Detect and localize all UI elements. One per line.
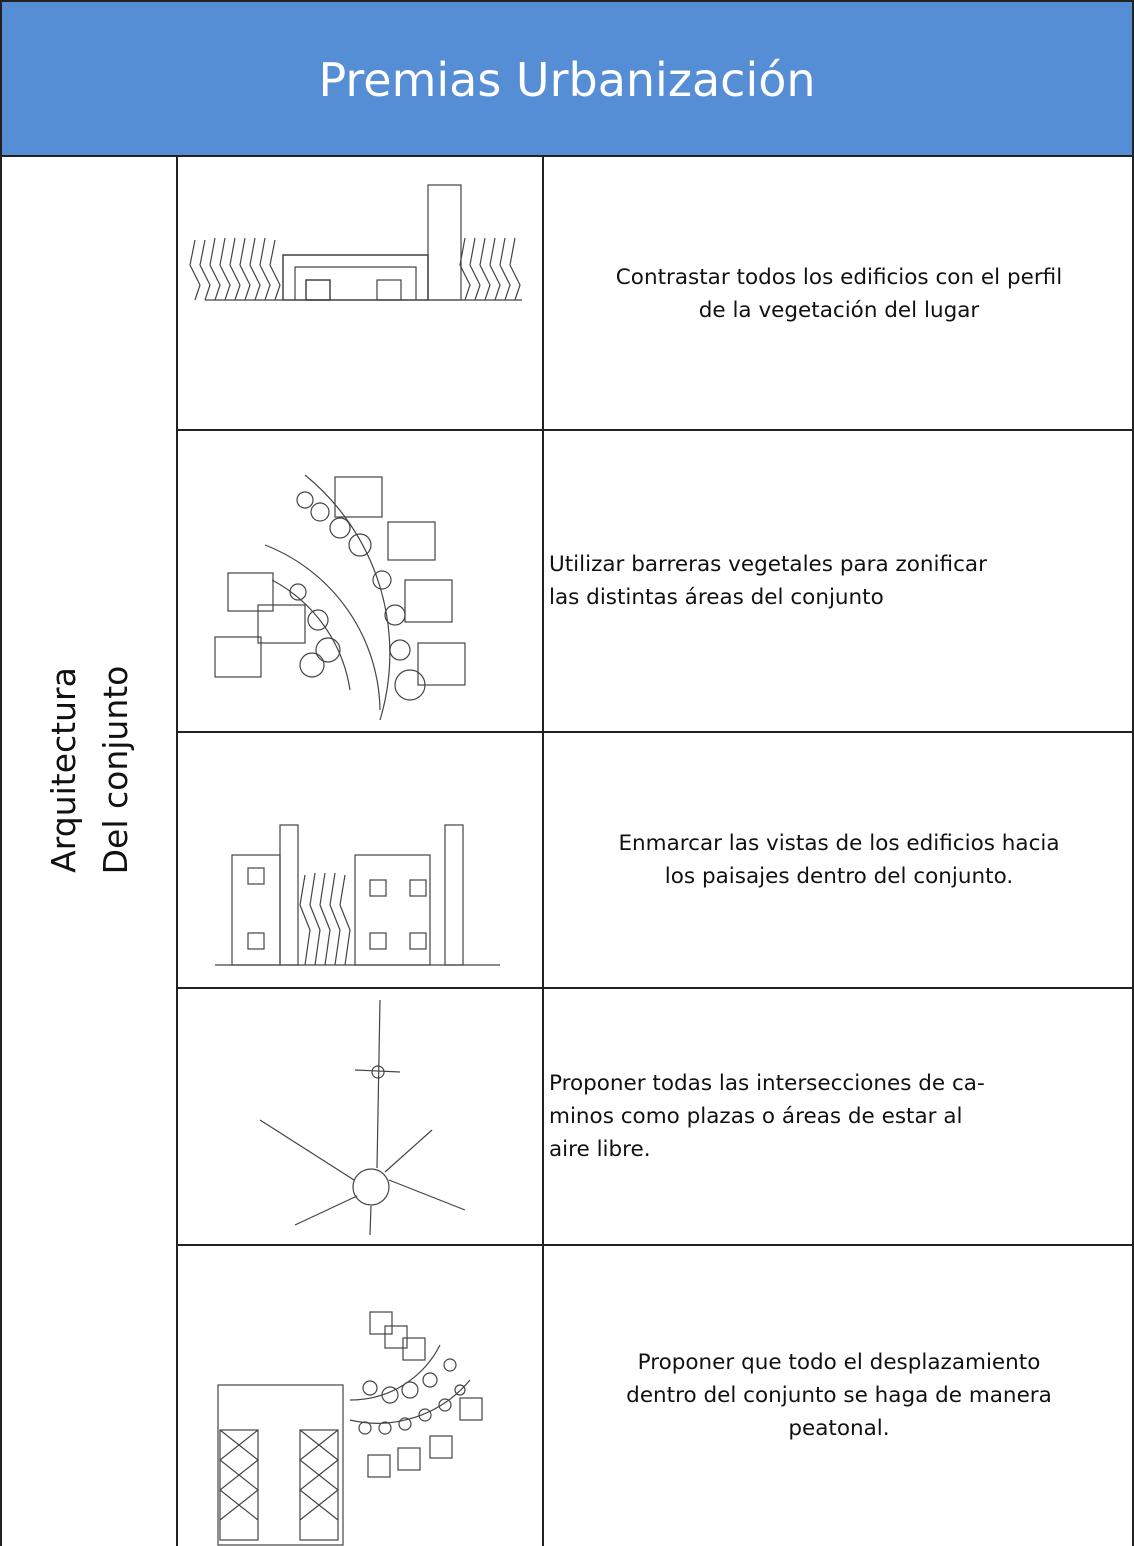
sketch-plan-barriers — [214, 474, 466, 721]
row-text: Utilizar barreras vegetales para zonific… — [549, 430, 1129, 732]
text-line: Proponer todas las intersecciones de ca- — [549, 1071, 985, 1096]
text-line: de la vegetación del lugar — [698, 297, 980, 323]
text-line: los paisajes dentro del conjunto. — [664, 864, 1014, 889]
sketch-elevation — [189, 184, 522, 301]
text-line: Utilizar barreras vegetales para zonific… — [549, 552, 987, 577]
text-line: peatonal. — [788, 1416, 890, 1441]
sketch-pedestrian — [217, 1311, 483, 1546]
side-label-line: Arquitectura — [44, 667, 83, 873]
text-line: dentro del conjunto se haga de manera — [626, 1383, 1052, 1408]
sketch-intersection — [259, 999, 466, 1236]
row-text: Contrastar todos los edificios con el pe… — [549, 157, 1129, 430]
sketch-framing — [215, 824, 500, 966]
side-label: Arquitectura Del conjunto — [38, 666, 142, 875]
row-text: Enmarcar las vistas de los edificios hac… — [549, 732, 1129, 988]
header-title: Premias Urbanización — [0, 0, 1134, 157]
side-label-line: Del conjunto — [96, 665, 135, 875]
row-text: Proponer todas las intersecciones de ca-… — [549, 988, 1129, 1245]
text-line: Contrastar todos los edificios con el pe… — [615, 264, 1063, 290]
text-line: minos como plazas o áreas de estar al — [549, 1104, 963, 1129]
text-line: las distintas áreas del conjunto — [549, 585, 884, 610]
text-line: Enmarcar las vistas de los edificios hac… — [618, 831, 1060, 856]
text-line: Proponer que todo el desplazamiento — [637, 1350, 1041, 1375]
text-line: aire libre. — [549, 1137, 651, 1162]
row-text: Proponer que todo el desplazamiento dentr… — [549, 1245, 1129, 1546]
